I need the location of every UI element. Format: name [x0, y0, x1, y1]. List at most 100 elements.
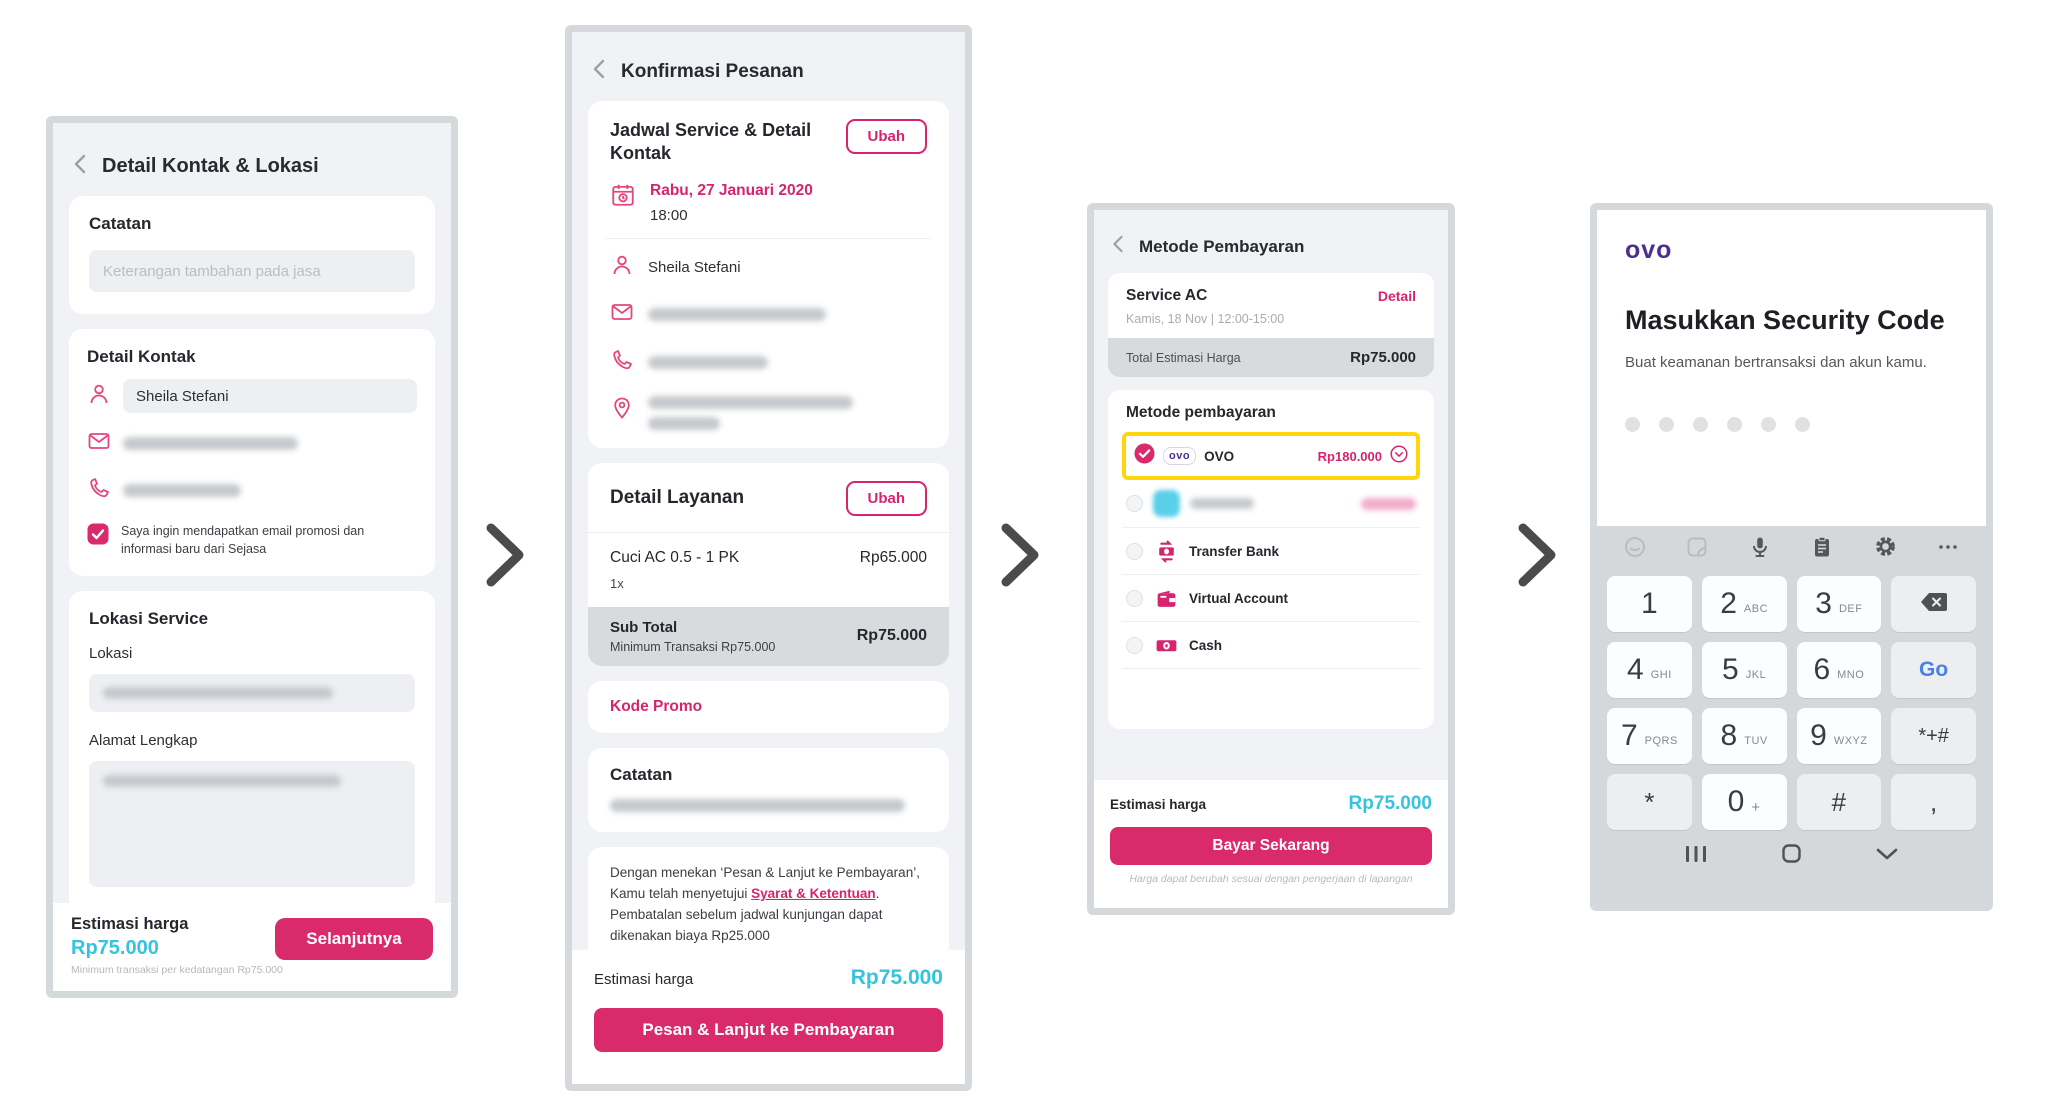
security-code-subtitle: Buat keamanan bertransaksi dan akun kamu… [1625, 354, 1927, 371]
terms-link[interactable]: Syarat & Ketentuan [751, 885, 876, 901]
name-input[interactable] [123, 379, 417, 413]
payment-option-redacted[interactable] [1122, 480, 1420, 527]
ovo-label: OVO [1204, 448, 1235, 464]
key-5[interactable]: 5 JKL [1701, 642, 1787, 698]
terms-text-before: Dengan menekan ‘Pesan & Lanjut ke Pembay… [610, 864, 920, 901]
catatan-card: Catatan [588, 747, 949, 832]
ubah-layanan-button[interactable]: Ubah [845, 480, 927, 516]
radio-button[interactable] [1126, 495, 1143, 512]
settings-gear-icon[interactable] [1873, 534, 1898, 564]
key-1[interactable]: 1 [1607, 576, 1692, 632]
symbols-key[interactable]: *+# [1891, 708, 1976, 764]
key-2[interactable]: 2 ABC [1701, 576, 1787, 632]
back-icon[interactable] [1110, 234, 1126, 259]
recent-apps-icon[interactable] [1685, 845, 1707, 868]
detail-kontak-title: Detail Kontak [87, 347, 196, 366]
radio-button[interactable] [1126, 542, 1143, 560]
jadwal-card: Jadwal Service & Detail Kontak Ubah Rabu… [588, 101, 949, 448]
alamat-textarea[interactable] [89, 761, 415, 887]
back-icon[interactable] [590, 58, 608, 85]
kode-promo-card[interactable]: Kode Promo [588, 680, 949, 733]
mail-icon [610, 300, 634, 329]
terms-card: Dengan menekan ‘Pesan & Lanjut ke Pembay… [588, 846, 949, 963]
service-title: Service AC [1126, 287, 1208, 304]
home-icon[interactable] [1782, 844, 1801, 868]
payment-option-ovo[interactable]: ovo OVO Rp180.000 [1122, 432, 1420, 480]
emoji-icon[interactable] [1623, 535, 1647, 564]
back-icon[interactable] [71, 153, 89, 180]
phone-icon [610, 348, 634, 377]
alamat-label: Alamat Lengkap [89, 732, 198, 749]
estimasi-harga-label: Estimasi harga [594, 971, 694, 988]
transfer-bank-label: Transfer Bank [1189, 543, 1280, 559]
screen-metode-pembayaran: Metode Pembayaran Service AC Detail Kami… [1087, 203, 1455, 915]
phone-value-redacted [648, 355, 768, 369]
estimasi-harga-value: Rp75.000 [71, 937, 159, 959]
detail-layanan-card: Detail Layanan Ubah Cuci AC 0.5 - 1 PK R… [588, 462, 949, 666]
lokasi-value-redacted [103, 687, 333, 699]
pin-icon [610, 396, 634, 425]
star-key[interactable]: * [1607, 774, 1692, 830]
backspace-icon [1919, 591, 1949, 618]
bayar-sekarang-button[interactable]: Bayar Sekarang [1110, 827, 1432, 865]
key-8[interactable]: 8 TUV [1701, 708, 1787, 764]
screen3-footer: Estimasi harga Rp75.000 Bayar Sekarang H… [1094, 780, 1448, 908]
radio-button[interactable] [1126, 589, 1143, 607]
mail-icon [87, 429, 111, 458]
payment-methods-card: Metode pembayaran ovo OVO Rp180.000 Tra [1108, 390, 1434, 729]
person-icon [610, 253, 634, 282]
ovo-balance: Rp180.000 [1317, 448, 1382, 464]
chevron-down-circle-icon[interactable] [1390, 444, 1408, 468]
screen-ovo-security-code: ovo Masukkan Security Code Buat keamanan… [1590, 203, 1993, 911]
pin-dot [1727, 417, 1742, 432]
pesan-lanjut-button[interactable]: Pesan & Lanjut ke Pembayaran [594, 1008, 943, 1052]
catatan-title: Catatan [610, 764, 673, 784]
total-value: Rp75.000 [1350, 349, 1416, 366]
total-label: Total Estimasi Harga [1126, 350, 1241, 365]
catatan-input[interactable] [89, 250, 415, 292]
pin-dot [1795, 417, 1810, 432]
payment-option-transfer-bank[interactable]: Transfer Bank [1122, 528, 1420, 574]
page-title: Metode Pembayaran [1139, 236, 1305, 256]
key-3[interactable]: 3 DEF [1796, 576, 1882, 632]
detail-link[interactable]: Detail [1377, 288, 1416, 304]
next-step-arrow-icon [997, 521, 1043, 594]
key-0[interactable]: 0 + [1701, 774, 1787, 830]
key-7[interactable]: 7 PQRS [1607, 708, 1692, 764]
service-schedule: Kamis, 18 Nov | 12:00-15:00 [1126, 312, 1285, 326]
key-9[interactable]: 9 WXYZ [1796, 708, 1882, 764]
backspace-key[interactable] [1891, 576, 1976, 632]
estimasi-harga-label: Estimasi harga [1110, 797, 1207, 812]
pin-dots [1625, 417, 1958, 432]
hash-key[interactable]: # [1796, 774, 1882, 830]
payment-option-cash[interactable]: Cash [1122, 622, 1420, 668]
screen-konfirmasi-pesanan: Konfirmasi Pesanan Jadwal Service & Deta… [565, 25, 972, 1091]
selanjutnya-button[interactable]: Selanjutnya [275, 918, 433, 960]
catatan-card: Catatan [69, 196, 435, 314]
radio-button[interactable] [1126, 636, 1143, 654]
catatan-title: Catatan [89, 214, 152, 233]
screen1-footer: Estimasi harga Rp75.000 Minimum transaks… [53, 903, 451, 991]
key-4[interactable]: 4 GHI [1607, 642, 1692, 698]
comma-key[interactable]: , [1891, 774, 1976, 830]
virtual-account-label: Virtual Account [1189, 590, 1289, 606]
lokasi-label: Lokasi [89, 645, 133, 662]
sticker-icon[interactable] [1685, 535, 1709, 564]
pin-dot [1659, 417, 1674, 432]
pin-dot [1625, 417, 1640, 432]
key-6[interactable]: 6 MNO [1796, 642, 1882, 698]
promo-optin-checkbox[interactable] [87, 523, 109, 550]
security-code-title: Masukkan Security Code [1625, 305, 1945, 335]
hide-keyboard-icon[interactable] [1876, 847, 1898, 865]
estimasi-harga-label: Estimasi harga [71, 915, 189, 933]
go-key[interactable]: Go [1891, 642, 1976, 698]
service-time: 18:00 [650, 206, 688, 224]
payment-option-virtual-account[interactable]: Virtual Account [1122, 575, 1420, 621]
more-options-icon[interactable] [1936, 535, 1960, 564]
ubah-jadwal-button[interactable]: Ubah [845, 119, 927, 154]
clipboard-icon[interactable] [1810, 535, 1834, 564]
phone-icon [87, 476, 111, 505]
lokasi-input[interactable] [89, 674, 415, 712]
microphone-icon[interactable] [1748, 535, 1772, 564]
wallet-app-icon-redacted [1153, 490, 1180, 517]
